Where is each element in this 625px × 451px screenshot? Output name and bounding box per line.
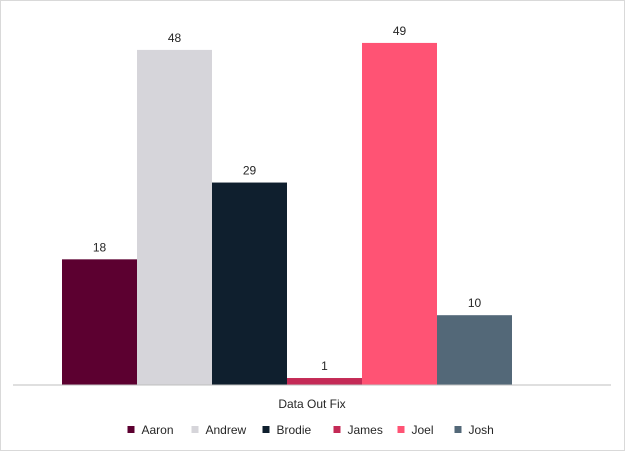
bar-joel [362, 42, 437, 385]
legend-swatch-brodie [262, 426, 270, 433]
legend-label-aaron: Aaron [142, 423, 174, 437]
legend-swatch-andrew [191, 426, 199, 433]
bar-josh [437, 315, 512, 385]
data-label-aaron: 18 [93, 240, 107, 254]
legend-label-andrew: Andrew [206, 423, 247, 437]
data-label-andrew: 48 [168, 31, 182, 45]
legend-swatch-joel [397, 426, 405, 433]
data-label-brodie: 29 [243, 164, 257, 178]
bar-james [287, 378, 362, 385]
bar-aaron [62, 259, 137, 385]
data-label-james: 1 [321, 359, 328, 373]
legend-label-james: James [348, 423, 383, 437]
legend-swatch-josh [454, 426, 462, 433]
category-label: Data Out Fix [278, 397, 345, 411]
legend-swatch-aaron [127, 426, 135, 433]
legend-label-brodie: Brodie [277, 423, 312, 437]
legend-label-josh: Josh [469, 423, 494, 437]
bars-group [62, 42, 512, 385]
data-label-josh: 10 [468, 296, 482, 310]
bar-andrew [137, 49, 212, 385]
bar-brodie [212, 182, 287, 385]
legend-label-joel: Joel [412, 423, 434, 437]
legend-swatch-james [333, 426, 341, 433]
data-labels-group: 18 48 29 1 49 10 [93, 24, 482, 373]
legend: Aaron Andrew Brodie James Joel Josh [127, 423, 494, 437]
data-label-joel: 49 [393, 24, 407, 38]
